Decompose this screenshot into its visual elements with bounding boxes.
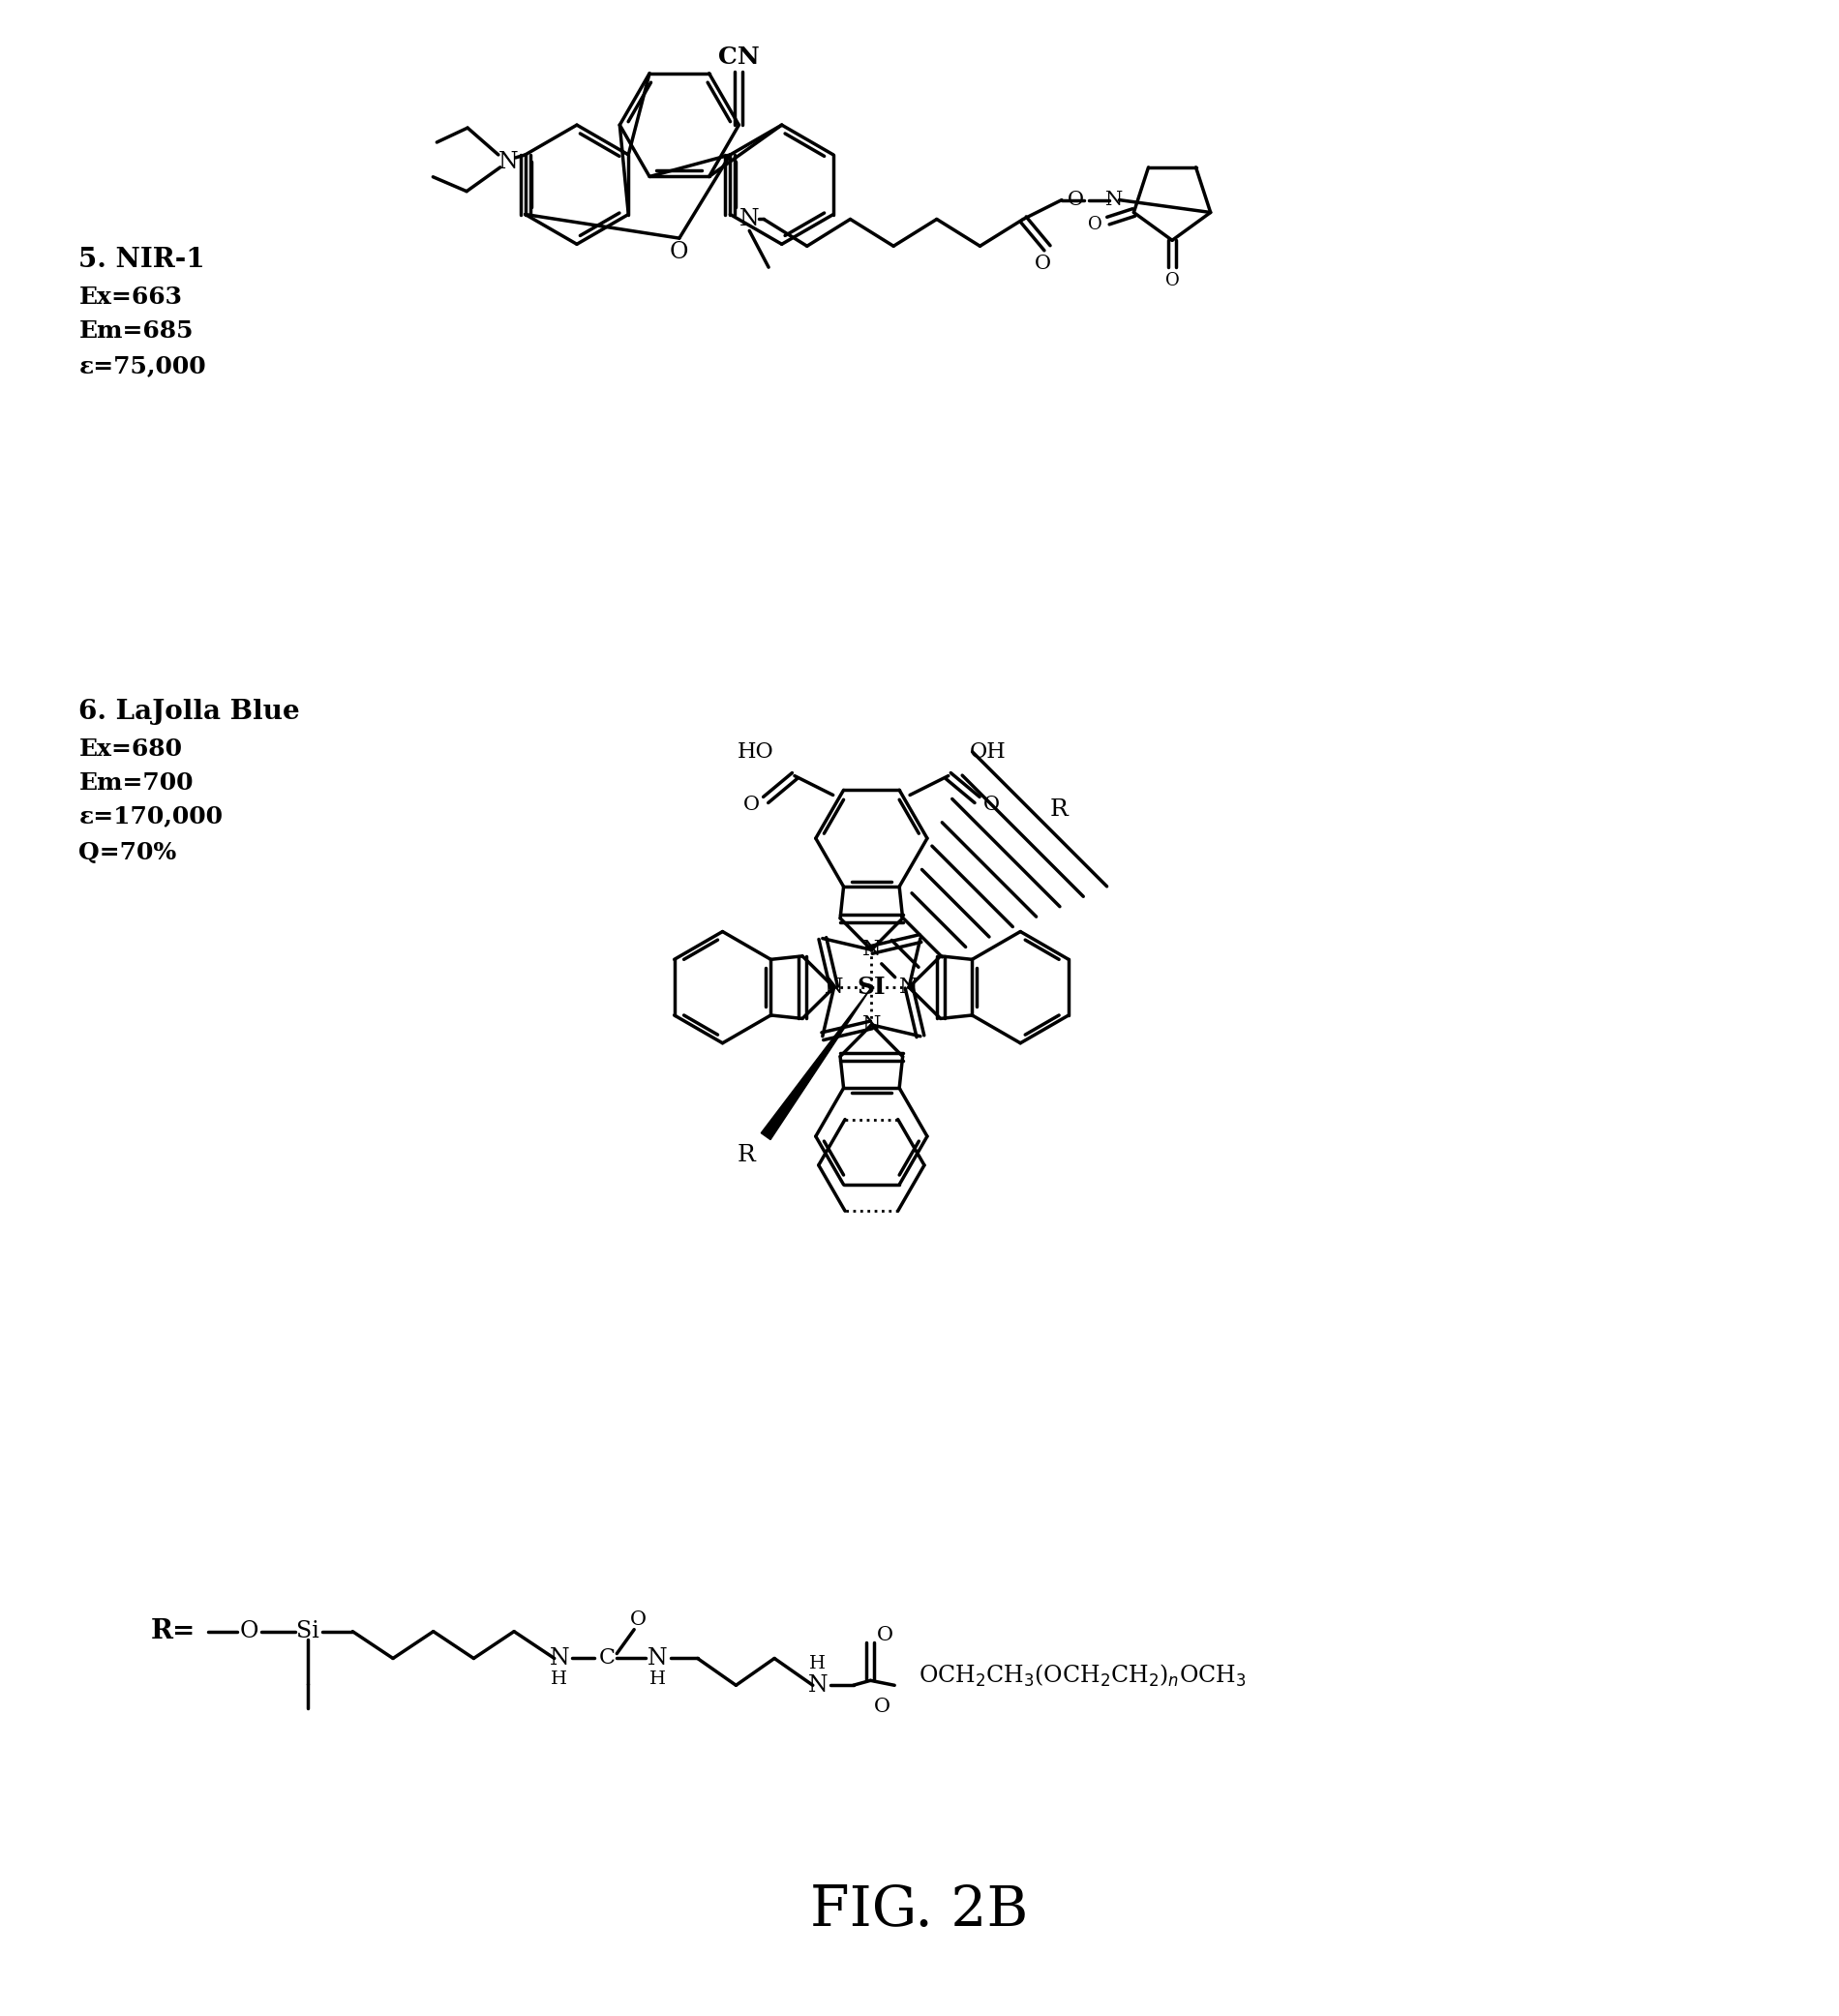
Text: N: N bbox=[824, 976, 844, 998]
Text: N: N bbox=[739, 208, 760, 230]
Text: OCH$_2$CH$_3$(OCH$_2$CH$_2$)$_n$OCH$_3$: OCH$_2$CH$_3$(OCH$_2$CH$_2$)$_n$OCH$_3$ bbox=[918, 1663, 1247, 1689]
Text: O: O bbox=[239, 1621, 257, 1643]
Text: Ex=680: Ex=680 bbox=[79, 738, 182, 760]
Text: O: O bbox=[984, 796, 1000, 814]
Text: H: H bbox=[809, 1655, 826, 1673]
Text: 6. LaJolla Blue: 6. LaJolla Blue bbox=[79, 700, 300, 726]
Text: C: C bbox=[600, 1647, 616, 1669]
Text: H: H bbox=[552, 1671, 568, 1687]
Text: N: N bbox=[862, 1014, 881, 1036]
Text: N: N bbox=[1105, 192, 1124, 210]
Text: H: H bbox=[649, 1671, 666, 1687]
Text: O: O bbox=[629, 1611, 645, 1629]
Text: N: N bbox=[550, 1647, 570, 1669]
Text: R: R bbox=[737, 1145, 756, 1167]
Text: Em=685: Em=685 bbox=[79, 319, 193, 343]
Text: O: O bbox=[1068, 192, 1085, 210]
Text: O: O bbox=[1164, 272, 1179, 290]
Text: O: O bbox=[1089, 216, 1103, 234]
Text: O: O bbox=[743, 796, 760, 814]
Text: HO: HO bbox=[737, 742, 774, 762]
Text: ε=75,000: ε=75,000 bbox=[79, 355, 206, 377]
Text: N: N bbox=[498, 151, 519, 173]
Text: Ex=663: Ex=663 bbox=[79, 286, 182, 308]
Text: N: N bbox=[899, 976, 918, 998]
Text: OH: OH bbox=[969, 742, 1006, 762]
Polygon shape bbox=[761, 988, 872, 1139]
Text: SI: SI bbox=[857, 976, 886, 1000]
Text: R: R bbox=[1050, 798, 1068, 821]
Text: N: N bbox=[647, 1647, 668, 1669]
Text: O: O bbox=[877, 1627, 894, 1645]
Text: O: O bbox=[1034, 254, 1050, 272]
Text: O: O bbox=[669, 240, 690, 262]
Text: FIG. 2B: FIG. 2B bbox=[811, 1883, 1028, 1937]
Text: 5. NIR-1: 5. NIR-1 bbox=[79, 248, 206, 274]
Text: Q=70%: Q=70% bbox=[79, 841, 177, 865]
Text: O: O bbox=[874, 1697, 890, 1716]
Text: ε=170,000: ε=170,000 bbox=[79, 804, 223, 829]
Text: N: N bbox=[807, 1673, 828, 1695]
Text: CN: CN bbox=[719, 44, 760, 69]
Text: N: N bbox=[862, 939, 881, 960]
Text: R=: R= bbox=[151, 1619, 195, 1645]
Text: Si: Si bbox=[296, 1621, 318, 1643]
Text: Em=700: Em=700 bbox=[79, 770, 193, 794]
